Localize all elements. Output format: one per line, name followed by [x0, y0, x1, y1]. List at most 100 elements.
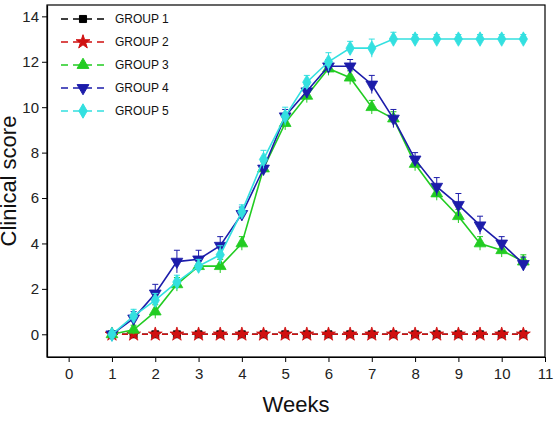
- y-tick: 6: [31, 189, 47, 206]
- marker: [430, 327, 444, 340]
- legend-label: GROUP 2: [115, 35, 169, 49]
- marker: [344, 63, 356, 73]
- marker: [216, 248, 224, 262]
- x-tick: 8: [411, 357, 419, 382]
- x-tick: 0: [65, 357, 73, 382]
- legend-marker: [79, 15, 86, 22]
- legend-label: GROUP 1: [115, 12, 169, 26]
- marker: [451, 327, 465, 340]
- error-bar-cap: [217, 236, 223, 237]
- x-tick-mark: [285, 357, 286, 362]
- y-tick: 2: [31, 280, 47, 297]
- marker: [171, 258, 183, 268]
- marker: [346, 41, 354, 55]
- error-bar-cap: [196, 250, 202, 251]
- x-tick-mark: [242, 357, 243, 362]
- x-tick-label: 8: [411, 365, 419, 382]
- marker: [474, 237, 486, 247]
- x-tick-label: 11: [538, 365, 554, 382]
- marker: [365, 327, 379, 340]
- plot: 0123456789101102468101214GROUP 1GROUP 2G…: [22, 5, 553, 382]
- x-tick-mark: [69, 357, 70, 362]
- error-bar-cap: [282, 107, 288, 108]
- x-tick: 11: [538, 357, 554, 382]
- marker: [213, 327, 227, 340]
- data-layer: [105, 32, 530, 342]
- error-bar-cap: [434, 177, 440, 178]
- marker: [235, 327, 249, 340]
- error-bar-cap: [390, 109, 396, 110]
- marker: [388, 115, 400, 125]
- marker: [343, 327, 357, 340]
- marker: [259, 152, 267, 166]
- y-tick-mark: [42, 289, 47, 290]
- marker: [431, 183, 443, 193]
- x-tick-label: 2: [152, 365, 160, 382]
- x-tick-mark: [545, 357, 546, 362]
- legend-item: GROUP 3: [61, 58, 169, 72]
- marker: [238, 204, 246, 218]
- x-tick: 3: [195, 357, 203, 382]
- x-axis-title: Weeks: [263, 392, 330, 417]
- marker: [366, 100, 378, 110]
- x-tick-mark: [328, 357, 329, 362]
- x-axis-line: [48, 357, 546, 358]
- x-tick-label: 5: [282, 365, 290, 382]
- y-tick-mark: [42, 334, 47, 335]
- marker: [108, 327, 116, 341]
- y-tick: 12: [22, 53, 47, 70]
- y-tick-mark: [42, 243, 47, 244]
- marker: [368, 41, 376, 55]
- x-tick-label: 4: [238, 365, 246, 382]
- marker: [389, 32, 397, 46]
- y-tick-label: 2: [31, 280, 39, 297]
- x-tick-mark: [199, 357, 200, 362]
- series-line: [112, 39, 523, 334]
- x-tick: 5: [282, 357, 290, 382]
- x-tick-mark: [502, 357, 503, 362]
- y-tick-mark: [42, 153, 47, 154]
- error-bar-cap: [217, 245, 223, 246]
- error-bar-cap: [520, 257, 526, 258]
- y-axis-title: Clinical score: [0, 116, 21, 247]
- x-tick: 9: [455, 357, 463, 382]
- legend-marker: [79, 104, 87, 118]
- x-tick-label: 7: [368, 365, 376, 382]
- x-tick-label: 10: [494, 365, 511, 382]
- x-tick: 6: [325, 357, 333, 382]
- error-bar-cap: [347, 59, 353, 60]
- error-bar-cap: [412, 152, 418, 153]
- error-bar-cap: [152, 284, 158, 285]
- x-tick-label: 6: [325, 365, 333, 382]
- error-bar-cap: [499, 236, 505, 237]
- x-tick-mark: [415, 357, 416, 362]
- x-tick-mark: [112, 357, 113, 362]
- error-bar-cap: [477, 216, 483, 217]
- y-tick: 0: [31, 326, 47, 343]
- marker: [411, 32, 419, 46]
- marker: [517, 260, 529, 270]
- marker: [473, 327, 487, 340]
- x-tick: 7: [368, 357, 376, 382]
- x-tick-label: 1: [108, 365, 116, 382]
- marker: [476, 32, 484, 46]
- x-tick-mark: [458, 357, 459, 362]
- marker: [303, 75, 311, 89]
- marker: [519, 32, 527, 46]
- marker: [496, 240, 508, 250]
- y-tick: 10: [22, 98, 47, 115]
- error-bar-cap: [369, 39, 375, 40]
- marker: [194, 259, 202, 273]
- error-bar-cap: [261, 150, 267, 151]
- y-tick-mark: [42, 16, 47, 17]
- marker: [516, 327, 530, 340]
- y-tick: 4: [31, 235, 47, 252]
- series: [106, 60, 529, 342]
- chart: 0123456789101102468101214GROUP 1GROUP 2G…: [0, 0, 559, 424]
- x-tick: 1: [108, 357, 116, 382]
- legend-item: GROUP 1: [61, 12, 169, 26]
- x-tick-label: 3: [195, 365, 203, 382]
- series-line: [112, 69, 523, 335]
- marker: [498, 32, 506, 46]
- y-tick-label: 12: [22, 53, 39, 70]
